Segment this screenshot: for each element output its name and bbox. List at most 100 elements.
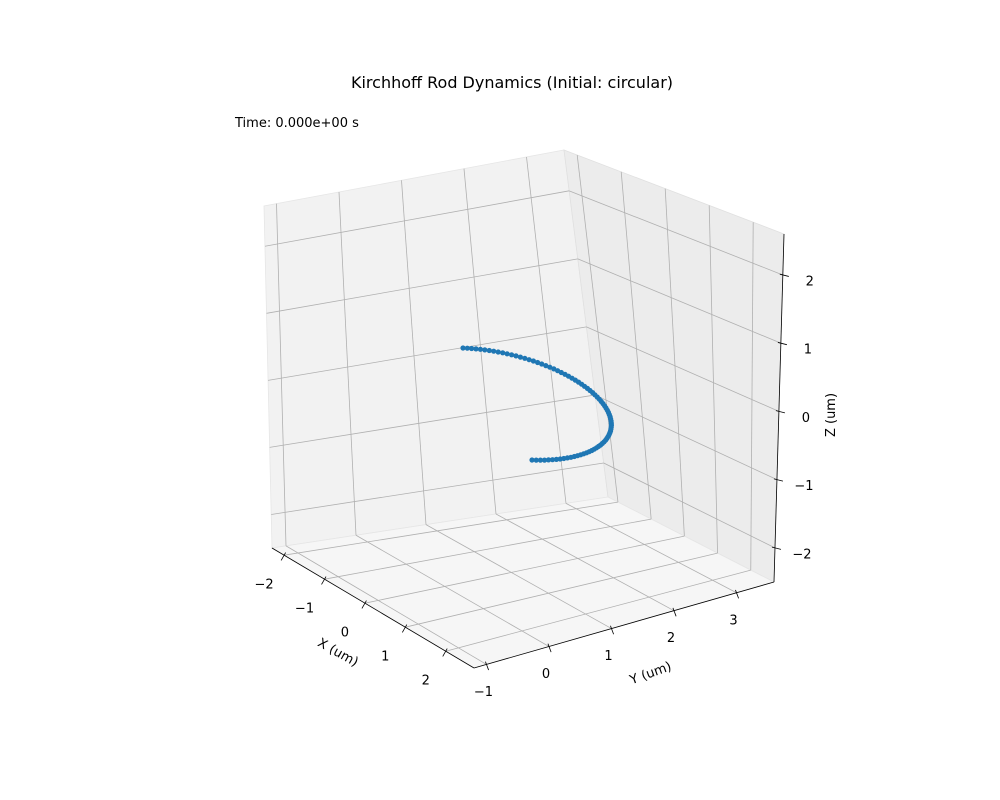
rod-point xyxy=(545,457,552,463)
z-gridline-right xyxy=(586,326,780,412)
rod-point xyxy=(522,355,528,361)
y-tick-label: −1 xyxy=(474,685,493,700)
x-axis-line xyxy=(271,547,475,669)
rod-point xyxy=(482,347,488,353)
y-axis-label: Y (um) xyxy=(627,659,674,688)
rod-point xyxy=(491,348,497,354)
x-tick xyxy=(321,576,327,585)
x-tick xyxy=(280,552,286,561)
y-gridline-wall xyxy=(401,180,427,525)
y-tick-label: 1 xyxy=(604,649,612,664)
x-tick-label: 0 xyxy=(341,626,349,641)
y-gridline-floor xyxy=(565,503,737,594)
rod-point xyxy=(460,345,466,351)
x-tick-label: 1 xyxy=(381,650,389,665)
x-gridline-wall xyxy=(664,188,685,537)
rod-point xyxy=(535,359,541,366)
z-tick-label: 2 xyxy=(806,274,814,289)
z-gridline-right xyxy=(603,462,776,549)
axes-ticks: −2 −1 0 1 2 −1 0 1 2 3 −2 −1 0 1 2 xyxy=(255,273,814,700)
z-tick-label: 0 xyxy=(802,411,810,426)
x-gridline-floor xyxy=(445,569,751,652)
rod-point xyxy=(495,349,501,355)
x-gridline-floor xyxy=(324,518,652,580)
y-gridline-floor xyxy=(355,534,550,647)
x-gridline-floor xyxy=(364,535,685,604)
y-tick xyxy=(547,643,552,653)
rod-point xyxy=(541,457,548,463)
x-gridline-floor xyxy=(284,501,619,556)
time-annotation: Time: 0.000e+00 s xyxy=(234,116,359,131)
rod-point xyxy=(529,457,535,463)
rod-point xyxy=(469,345,475,352)
y-tick-label: 3 xyxy=(729,613,737,628)
y-tick xyxy=(485,661,489,671)
z-gridline-left xyxy=(269,394,596,448)
z-gridline-right xyxy=(594,394,778,481)
rod-point xyxy=(533,457,539,463)
x-axis-label: X (um) xyxy=(315,636,361,670)
z-gridline-left xyxy=(264,190,570,247)
z-tick-label: −1 xyxy=(794,479,813,494)
x-gridline-wall xyxy=(708,205,718,554)
x-tick-label: −2 xyxy=(255,578,274,593)
rod-point xyxy=(486,347,492,354)
rod-point xyxy=(543,363,549,369)
y-tick xyxy=(672,607,677,617)
y-tick xyxy=(735,589,739,599)
y-gridline-floor xyxy=(285,545,487,665)
rod-point xyxy=(551,366,557,372)
rod-point xyxy=(464,345,470,351)
z-gridline-right xyxy=(577,258,782,344)
z-gridline-right xyxy=(569,190,783,276)
y-gridline-wall xyxy=(526,156,567,504)
y-axis-line xyxy=(473,581,775,669)
x-gridline-wall xyxy=(620,171,652,520)
y-tick xyxy=(610,625,614,635)
y-gridline-wall xyxy=(338,191,357,536)
rod-point xyxy=(517,354,524,360)
z-gridline-left xyxy=(268,326,587,381)
z-gridline-left xyxy=(266,258,578,314)
z-tick-label: −2 xyxy=(792,547,811,562)
z-gridline-left xyxy=(271,462,604,515)
y-gridline-floor xyxy=(495,513,675,612)
y-tick-label: 2 xyxy=(667,631,675,646)
back-left-pane xyxy=(263,149,609,549)
rod-point xyxy=(549,457,556,463)
rod-point xyxy=(504,351,510,357)
z-tick xyxy=(771,546,782,550)
z-tick xyxy=(773,478,784,482)
rod-point xyxy=(473,346,479,352)
y-gridline-wall xyxy=(463,168,497,515)
x-tick-label: 2 xyxy=(422,674,430,689)
axes-grid xyxy=(264,154,783,665)
rod-point xyxy=(537,457,544,463)
z-tick xyxy=(779,273,789,277)
axes-panes xyxy=(263,149,785,669)
rod-point xyxy=(509,352,515,358)
x-tick xyxy=(361,600,367,609)
z-tick-label: 1 xyxy=(804,343,812,358)
y-tick-label: 0 xyxy=(542,667,550,682)
y-gridline-floor xyxy=(425,524,612,629)
x-gridline-floor xyxy=(405,552,718,628)
x-gridline-wall xyxy=(750,222,754,571)
z-axis-line xyxy=(773,233,785,583)
rod-point xyxy=(513,353,519,359)
rod-point xyxy=(526,357,532,363)
rod-point xyxy=(477,346,483,352)
z-tick xyxy=(777,342,787,346)
y-gridline-wall xyxy=(276,203,287,546)
z-tick xyxy=(775,410,785,414)
axes-lines xyxy=(271,233,785,669)
rod-point xyxy=(530,358,537,364)
rod-point xyxy=(547,364,553,370)
x-gridline-wall xyxy=(576,154,619,503)
data-points xyxy=(460,345,615,463)
x-tick xyxy=(401,624,408,633)
x-tick xyxy=(442,648,448,657)
x-tick-label: −1 xyxy=(295,602,314,617)
z-axis-label: Z (um) xyxy=(824,393,839,437)
